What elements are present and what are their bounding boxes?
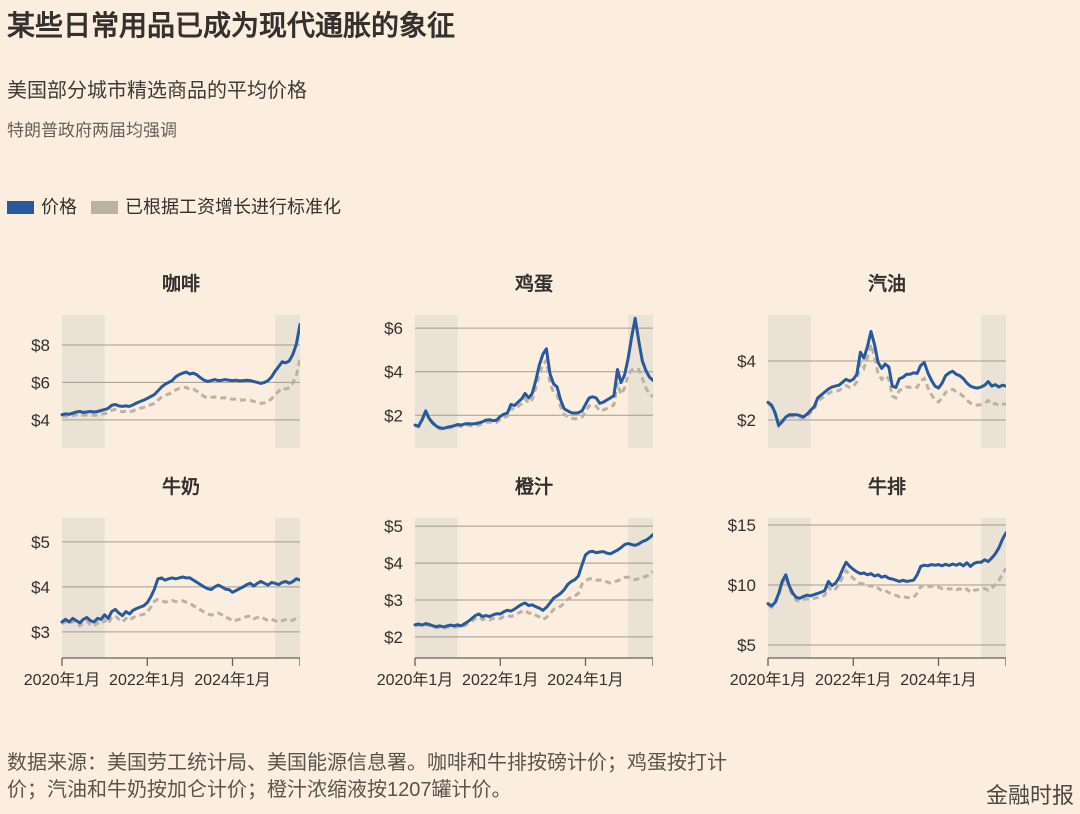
legend-item-normalized: 已根据工资增长进行标准化 [91,196,341,218]
svg-text:2024年1月: 2024年1月 [547,671,624,689]
svg-text:$4: $4 [737,352,756,371]
charts-grid: 咖啡 $4 $6 $8 鸡蛋 $2 $4 $6 汽油 $2 $4 牛奶 $3 $4 $5 2020年1月 202… [7,272,1080,697]
svg-text:2022年1月: 2022年1月 [462,671,539,689]
svg-text:2020年1月: 2020年1月 [24,671,101,689]
svg-text:2024年1月: 2024年1月 [194,671,271,689]
chart-coffee: 咖啡 $4 $6 $8 [7,272,302,454]
svg-text:2024年1月: 2024年1月 [900,671,977,689]
svg-text:$4: $4 [31,411,50,430]
chart-steak: 牛排 $5 $10 $15 2020年1月 2022年1月 2024年1月 [713,475,1008,697]
source-note: 数据来源：美国劳工统计局、美国能源信息署。咖啡和牛排按磅计价；鸡蛋按打计价；汽油… [7,752,727,801]
svg-text:2020年1月: 2020年1月 [730,671,807,689]
chart-orange-juice: 橙汁 $2 $3 $4 $5 2020年1月 2022年1月 2024年1月 [360,475,655,697]
page-title: 某些日常用品已成为现代通胀的象征 [7,10,456,41]
svg-text:$4: $4 [384,554,403,573]
chart-title-milk: 牛奶 [161,477,200,498]
svg-text:$2: $2 [384,628,403,647]
svg-text:$2: $2 [737,411,756,430]
chart-title-eggs: 鸡蛋 [514,274,553,295]
svg-text:$15: $15 [728,517,756,535]
normalized-swatch [91,200,118,214]
page-note: 特朗普政府两届均强调 [7,121,177,140]
legend-normalized-label: 已根据工资增长进行标准化 [125,197,341,217]
svg-text:$8: $8 [31,336,50,355]
chart-plot-milk: $3 $4 $5 2020年1月 2022年1月 2024年1月 [24,518,302,689]
svg-text:$4: $4 [384,363,403,382]
chart-plot-gasoline: $2 $4 [737,315,1008,448]
legend-item-price: 价格 [7,196,77,218]
svg-text:$4: $4 [31,578,50,597]
svg-text:$6: $6 [31,373,50,392]
svg-text:2022年1月: 2022年1月 [109,671,186,689]
chart-title-gasoline: 汽油 [867,274,906,295]
chart-plot-orange-juice: $2 $3 $4 $5 2020年1月 2022年1月 2024年1月 [377,517,655,689]
svg-text:$5: $5 [384,517,403,536]
svg-text:2020年1月: 2020年1月 [377,671,454,689]
chart-plot-eggs: $2 $4 $6 [384,315,655,448]
price-swatch [7,200,34,214]
chart-plot-steak: $5 $10 $15 2020年1月 2022年1月 2024年1月 [728,516,1008,689]
svg-text:$3: $3 [31,623,50,642]
svg-text:$3: $3 [384,591,403,610]
svg-text:$6: $6 [384,319,403,338]
svg-text:$2: $2 [384,406,403,425]
chart-eggs: 鸡蛋 $2 $4 $6 [360,272,655,454]
svg-text:2022年1月: 2022年1月 [815,671,892,689]
page-subtitle: 美国部分城市精选商品的平均价格 [7,80,307,102]
legend: 价格 已根据工资增长进行标准化 [7,196,1080,218]
legend-price-label: 价格 [41,197,77,217]
svg-text:$5: $5 [737,636,756,655]
chart-title-orange-juice: 橙汁 [514,477,553,498]
chart-milk: 牛奶 $3 $4 $5 2020年1月 2022年1月 2024年1月 [7,475,302,697]
chart-plot-coffee: $4 $6 $8 [31,315,302,448]
chart-gasoline: 汽油 $2 $4 [713,272,1008,454]
svg-text:$5: $5 [31,533,50,552]
svg-text:$10: $10 [728,576,756,595]
brand-logo: 金融时报 [985,783,1074,808]
chart-title-steak: 牛排 [867,477,906,498]
chart-title-coffee: 咖啡 [161,274,200,295]
